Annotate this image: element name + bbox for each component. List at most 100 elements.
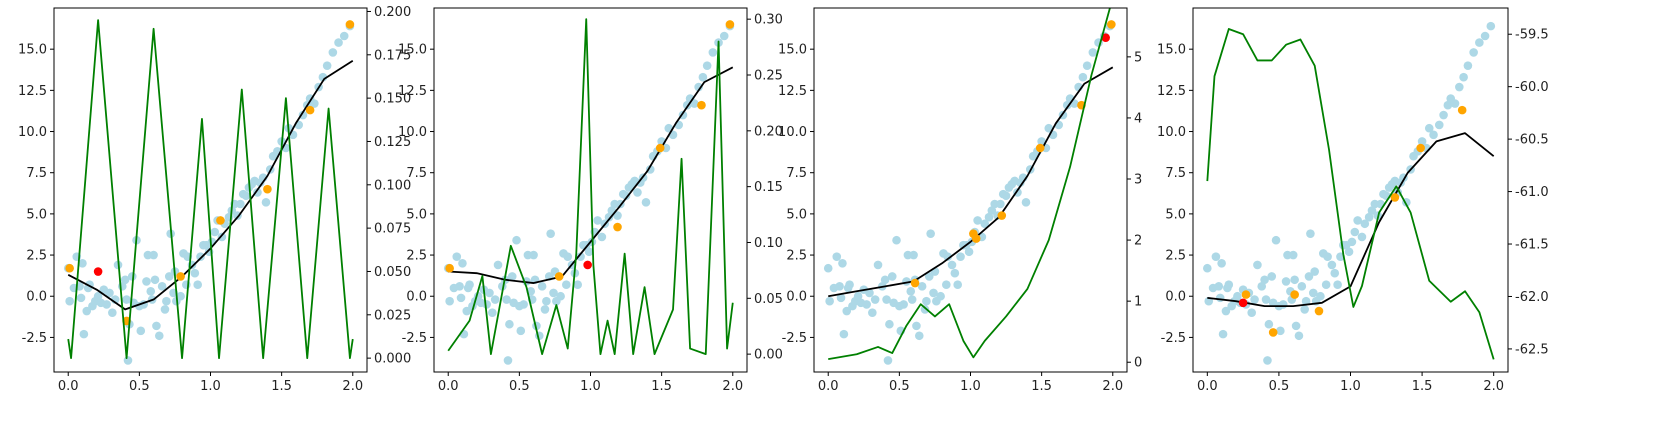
scatter-point: [838, 258, 847, 268]
scatter-point: [1429, 130, 1438, 140]
scatter-point: [120, 275, 130, 285]
scatter-point: [1463, 61, 1473, 70]
y-tick-label: 12.5: [1157, 84, 1186, 99]
scatter-point: [1294, 331, 1304, 341]
x-tick-label: 2.0: [1483, 379, 1504, 394]
scatter-point: [182, 280, 191, 290]
scatter-point: [493, 260, 503, 270]
y2-tick-label: 0.000: [374, 352, 411, 367]
highlight-point: [176, 272, 185, 281]
scatter-point: [82, 306, 92, 316]
scatter-point: [832, 252, 842, 262]
x-tick-label: 1.5: [651, 379, 672, 394]
x-tick-label: 0.5: [129, 379, 150, 394]
highlight-point: [1241, 290, 1251, 299]
scatter-point: [907, 295, 917, 304]
scatter-point: [1215, 293, 1225, 303]
scatter-point: [102, 300, 111, 309]
scatter-point: [1291, 321, 1301, 331]
highlight-point: [263, 184, 272, 194]
selected-point: [1101, 33, 1110, 42]
plot-area: [63, 19, 355, 365]
x-tick-label: 0.5: [509, 379, 530, 394]
scatter-point: [1221, 306, 1231, 316]
scatter-point: [542, 296, 551, 306]
scatter-point: [123, 356, 133, 365]
highlight-point: [697, 100, 706, 110]
scatter-point: [1276, 326, 1285, 336]
y-tick-label: 12.5: [778, 84, 807, 99]
scatter-point: [122, 295, 131, 304]
scatter-point: [512, 235, 521, 245]
fit-line: [448, 66, 734, 284]
scatter-point: [702, 61, 712, 70]
x-tick-label: 0.0: [818, 379, 839, 394]
scatter-point: [1360, 219, 1370, 229]
y-tick-label: -2.5: [1161, 331, 1186, 346]
acquisition-line: [447, 18, 734, 356]
y-tick-label: 7.5: [1165, 166, 1186, 181]
scatter-point: [1364, 212, 1374, 222]
scatter-point: [462, 306, 472, 316]
scatter-point: [1308, 288, 1318, 298]
scatter-point: [973, 216, 982, 225]
scatter-point: [164, 272, 174, 281]
scatter-point: [862, 300, 871, 309]
scatter-point: [922, 296, 931, 306]
scatter-point: [980, 219, 990, 229]
scatter-point: [892, 235, 901, 245]
y-tick-label: 5.0: [786, 207, 807, 222]
scatter-point: [943, 252, 953, 262]
scatter-point: [1267, 272, 1277, 281]
y2-tick-label: 0.05: [754, 292, 783, 307]
y-tick-label: 12.5: [18, 84, 47, 99]
scatter-point: [152, 321, 161, 331]
y-tick-label: 0.0: [786, 290, 807, 305]
scatter-point: [576, 252, 585, 262]
scatter-point: [906, 286, 916, 296]
scatter-point: [160, 305, 170, 314]
y-tick-label: 7.5: [26, 166, 47, 181]
highlight-point: [1314, 306, 1324, 316]
scatter-point: [207, 237, 217, 247]
scatter-point: [926, 229, 935, 238]
scatter-point: [573, 280, 582, 290]
scatter-point: [936, 291, 945, 301]
scatter-point: [947, 260, 957, 270]
scatter-point: [322, 61, 332, 70]
axes-frame: [813, 7, 1128, 373]
highlight-point: [1268, 328, 1278, 337]
x-tick-label: 1.0: [1340, 379, 1361, 394]
scatter-point: [79, 329, 89, 339]
plot-area: [443, 18, 735, 365]
y-tick-label: 10.0: [18, 125, 47, 140]
scatter-point: [176, 291, 185, 301]
y2-tick-label: -60.5: [1515, 133, 1549, 148]
scatter-point: [519, 300, 528, 309]
y-tick-label: 5.0: [1165, 207, 1186, 222]
scatter-point: [694, 82, 703, 92]
scatter-point: [562, 280, 571, 290]
scatter-point: [1281, 277, 1291, 286]
scatter-point: [880, 275, 890, 285]
acquisition-line: [828, 8, 1111, 361]
highlight-point: [910, 278, 920, 288]
y-tick-label: 10.0: [778, 125, 807, 140]
x-tick-label: 0.5: [1269, 379, 1290, 394]
y2-tick-label: -61.0: [1515, 185, 1549, 200]
y2-tick-label: 0.150: [374, 92, 411, 107]
scatter-point: [556, 291, 565, 301]
y2-tick-label: 0.075: [374, 222, 411, 237]
scatter-point: [149, 250, 158, 260]
x-tick-label: 0.5: [889, 379, 910, 394]
y2-tick-label: -61.5: [1515, 238, 1549, 253]
scatter-point: [1434, 120, 1444, 130]
scatter-point: [1217, 258, 1226, 268]
scatter-point: [136, 326, 146, 336]
y2-tick-label: 0.050: [374, 265, 411, 280]
acquisition-line: [67, 19, 354, 360]
scatter-point: [708, 48, 718, 57]
scatter-point: [1088, 48, 1098, 57]
y2-tick-label: -59.5: [1515, 28, 1549, 43]
scatter-point: [546, 229, 555, 238]
